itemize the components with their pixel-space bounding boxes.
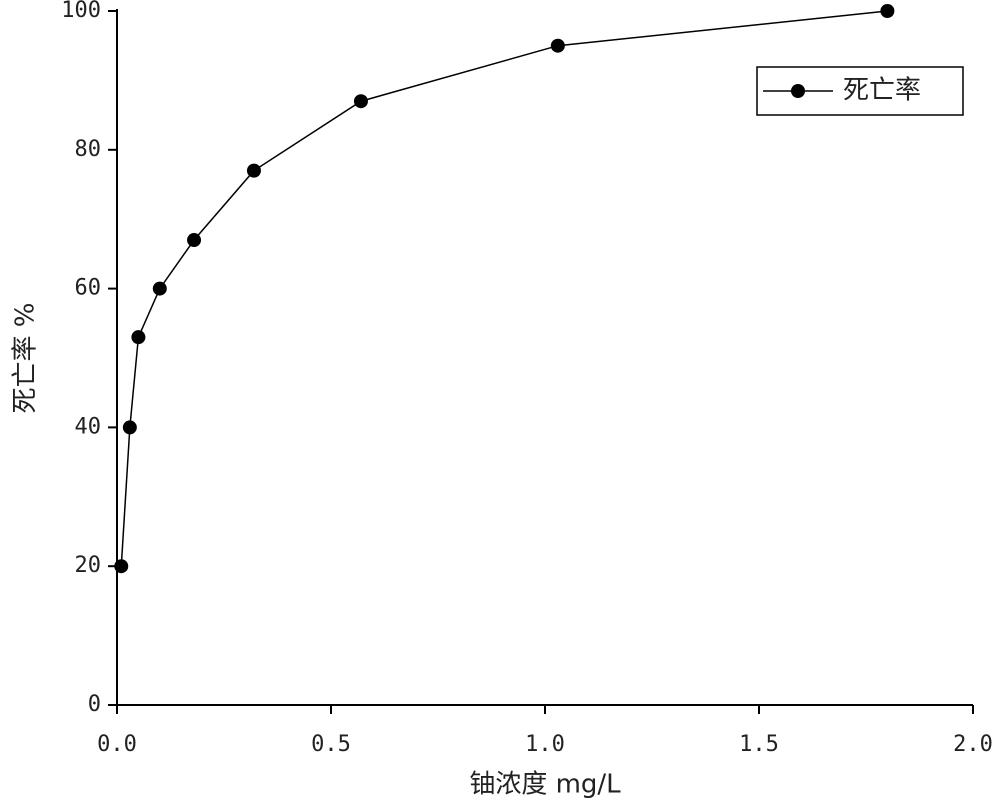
y-tick-label: 80 <box>75 137 102 162</box>
data-point <box>114 559 129 574</box>
data-point <box>122 420 137 435</box>
x-axis-title: 铀浓度 mg/L <box>469 770 621 800</box>
data-point <box>353 94 368 109</box>
data-point <box>880 4 895 18</box>
x-tick-label: 1.0 <box>525 732 565 757</box>
data-point <box>246 163 261 178</box>
data-point <box>131 330 146 345</box>
x-tick-label: 0.0 <box>97 732 137 757</box>
y-tick-label: 40 <box>75 414 102 439</box>
data-point <box>152 281 167 296</box>
y-axis-title: 死亡率 % <box>11 303 41 414</box>
y-tick-label: 100 <box>61 0 101 23</box>
x-tick-label: 1.5 <box>739 732 779 757</box>
data-point <box>187 233 202 248</box>
x-tick-label: 0.5 <box>311 732 351 757</box>
legend-label: 死亡率 <box>843 76 921 106</box>
y-tick-label: 20 <box>75 553 102 578</box>
y-tick-label: 0 <box>88 692 101 717</box>
y-tick-label: 60 <box>75 276 102 301</box>
data-point <box>550 38 565 53</box>
legend-marker <box>791 84 805 98</box>
x-tick-label: 2.0 <box>953 732 993 757</box>
